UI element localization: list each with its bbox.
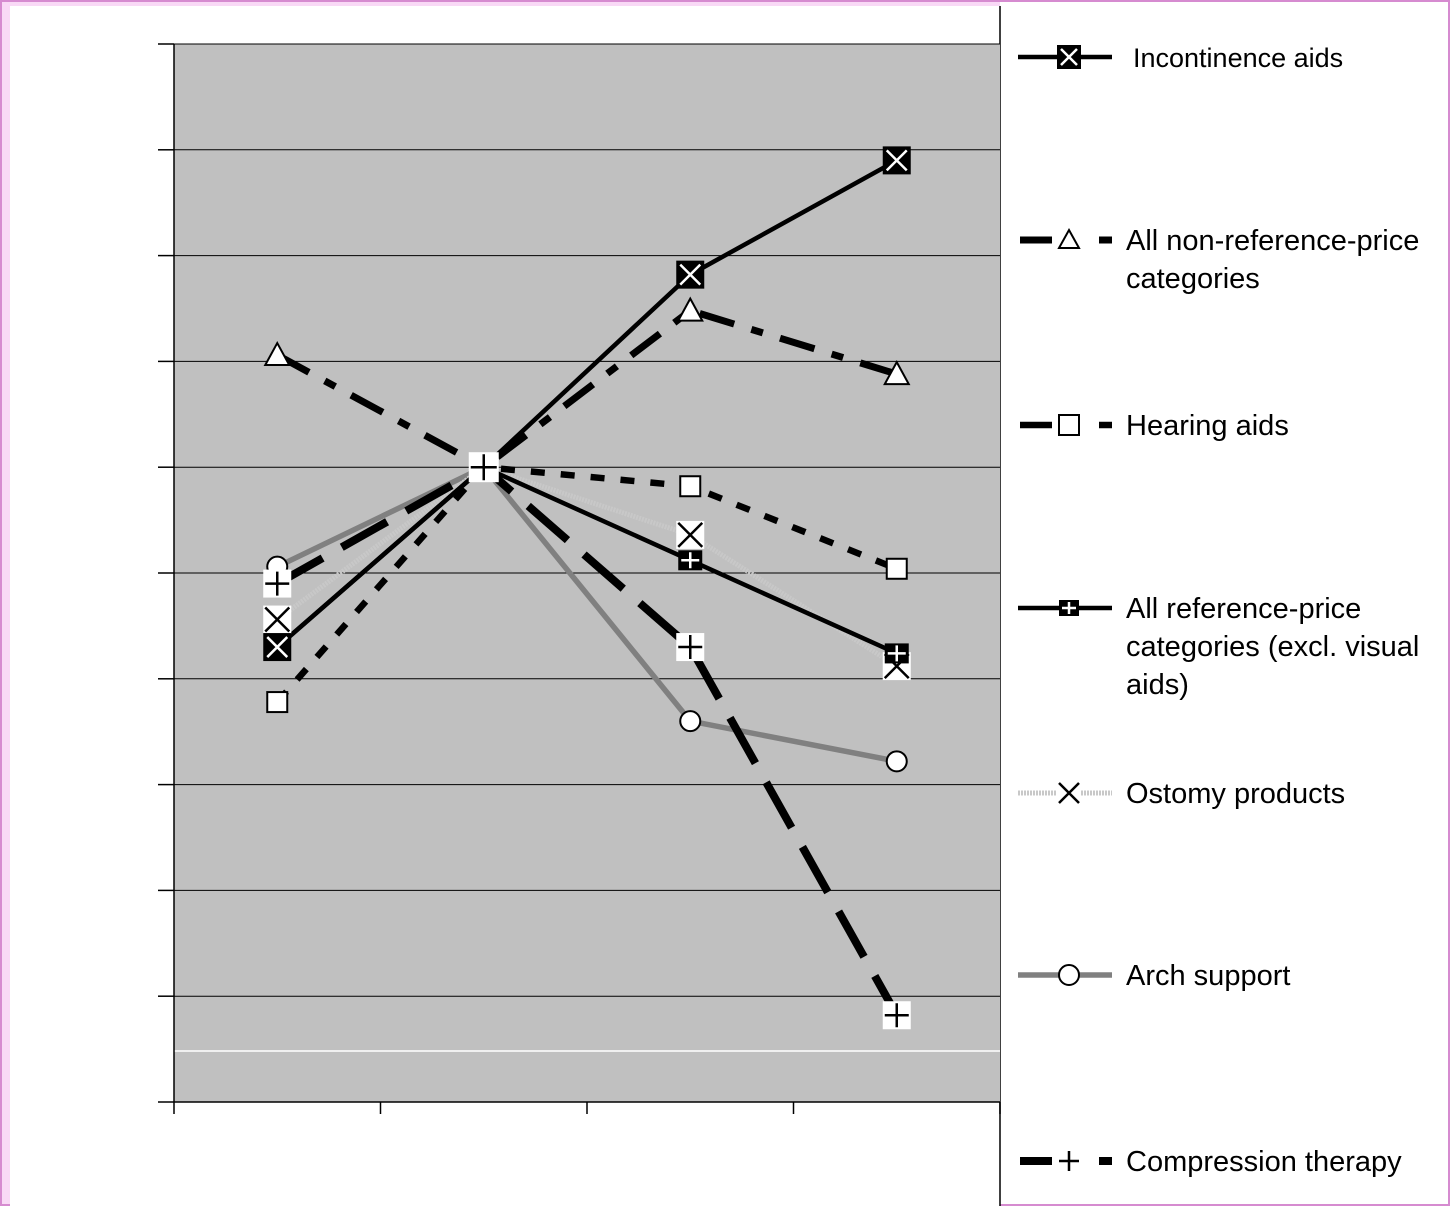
series-line — [275, 463, 901, 1018]
series-line — [274, 463, 899, 705]
series-markers-5 — [266, 555, 908, 773]
legend-item: Hearing aids — [1020, 410, 1289, 442]
legend-label: Incontinence aids — [1133, 43, 1343, 73]
marker-plus — [887, 645, 906, 662]
gridlines — [158, 43, 1000, 1103]
legend-label: All reference-price categories (excl. vis… — [1126, 593, 1419, 701]
data-point — [882, 146, 911, 175]
series-group — [263, 146, 911, 1030]
data-point — [263, 633, 292, 662]
marker-plus — [678, 635, 703, 660]
marker-x — [266, 636, 289, 658]
marker-circle — [1058, 964, 1080, 986]
series-markers-1 — [263, 296, 911, 386]
series-1 — [275, 307, 898, 471]
legend-label-line: All reference-price — [1126, 593, 1361, 625]
legend-swatch-marker — [1058, 964, 1080, 986]
data-point — [885, 557, 908, 580]
data-point — [679, 475, 702, 498]
legend-label-line: aids) — [1126, 669, 1189, 701]
data-point — [679, 710, 702, 733]
legend-label: Compression therapy — [1126, 1146, 1402, 1178]
data-point — [676, 296, 704, 322]
data-point — [468, 452, 499, 483]
series-markers-4 — [263, 520, 911, 681]
series-5 — [276, 464, 898, 764]
data-point — [676, 260, 705, 289]
series-line — [275, 158, 898, 649]
data-point — [885, 750, 908, 773]
legend-label-line: categories (excl. visual — [1126, 631, 1419, 663]
data-point — [883, 360, 911, 386]
marker-x — [885, 149, 908, 172]
legend-label-line: All non-reference-price — [1126, 225, 1419, 257]
series-line — [275, 307, 898, 471]
marker-x — [1058, 782, 1080, 804]
legend-swatch-marker — [1059, 600, 1079, 616]
marker-square — [266, 691, 289, 714]
marker-circle — [885, 750, 908, 773]
marker-triangle — [883, 360, 911, 386]
legend-label: Arch support — [1126, 960, 1290, 992]
legend-swatch-marker — [1058, 414, 1080, 436]
marker-x — [264, 606, 291, 633]
series-markers-0 — [263, 146, 911, 662]
marker-x — [679, 263, 702, 286]
legend-label: Ostomy products — [1126, 778, 1345, 810]
marker-triangle — [263, 340, 291, 367]
marker-plus — [1062, 602, 1076, 614]
series-0 — [275, 158, 898, 649]
legend: Incontinence aids All non-reference-price… — [1018, 43, 1419, 1178]
marker-square — [679, 475, 702, 498]
data-point — [676, 633, 705, 662]
legend-item: Incontinence aids — [1018, 43, 1343, 73]
data-point — [882, 1001, 911, 1030]
marker-triangle — [676, 296, 704, 322]
legend-label-line: categories — [1126, 263, 1260, 295]
legend-swatch-marker — [1057, 227, 1081, 249]
marker-plus — [681, 552, 700, 569]
legend-swatch-marker — [1057, 1149, 1081, 1173]
marker-triangle — [1057, 227, 1081, 249]
marker-plus — [265, 571, 290, 596]
legend-item: All reference-price categories (excl. vis… — [1018, 593, 1419, 701]
data-point — [676, 520, 705, 549]
series-markers-6 — [263, 569, 911, 1030]
legend-item: Compression therapy — [1020, 1146, 1402, 1178]
data-point — [266, 691, 289, 714]
marker-circle — [679, 710, 702, 733]
legend-item: Ostomy products — [1018, 778, 1345, 810]
data-point — [263, 605, 292, 634]
legend-swatch-marker — [1057, 781, 1081, 805]
data-point — [678, 550, 703, 571]
marker-plus — [470, 454, 497, 481]
legend-swatch-marker — [1057, 45, 1081, 69]
series-6 — [275, 463, 901, 1018]
data-point — [263, 340, 291, 367]
axes — [173, 44, 1001, 1114]
legend-label: Hearing aids — [1126, 410, 1289, 442]
legend-item: Arch support — [1018, 960, 1290, 992]
marker-x — [1060, 48, 1078, 66]
marker-plus — [1059, 1151, 1079, 1171]
data-point — [263, 569, 292, 598]
legend-item: All non-reference-price categories — [1020, 225, 1419, 295]
series-markers-2 — [266, 475, 908, 714]
series-line — [276, 464, 898, 764]
marker-square — [885, 557, 908, 580]
marker-square — [1058, 414, 1080, 436]
legend-label: All non-reference-price categories — [1126, 225, 1419, 295]
marker-plus — [884, 1003, 909, 1028]
data-point — [884, 643, 909, 664]
marker-x — [677, 522, 704, 548]
series-2 — [274, 463, 899, 705]
